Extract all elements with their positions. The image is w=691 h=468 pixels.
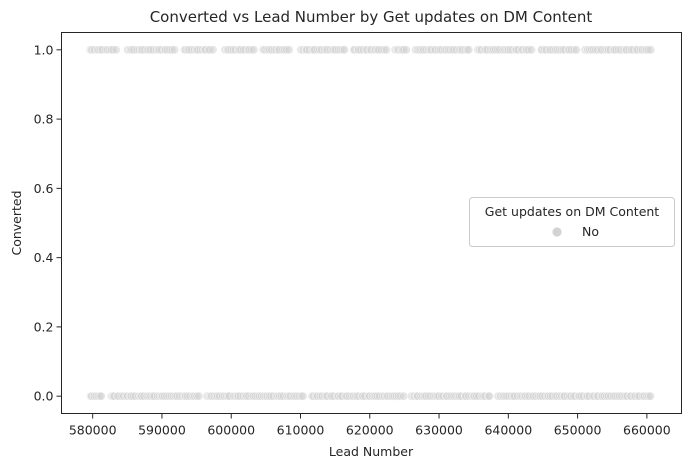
data-point [464,45,474,55]
data-point [249,45,259,55]
data-point [111,45,121,55]
data-point [339,45,349,55]
data-point [381,45,391,55]
y-tick-label: 0.0 [34,389,54,404]
data-point [484,391,494,401]
x-axis: 580000 590000 600000 610000 620000 630000 6400… [69,413,671,438]
y-tick-label: 1.0 [34,42,54,57]
plot-frame [61,32,682,414]
legend: Get updates on DM Content No [469,197,675,247]
x-tick-label: 620000 [346,423,394,438]
legend-entry-no: No [582,224,599,239]
y-tick-label: 0.2 [34,319,54,334]
x-axis-title: Lead Number [329,444,414,459]
y-tick-label: 0.4 [34,250,54,265]
x-tick-label: 640000 [484,423,532,438]
y-tick-label: 0.6 [34,181,54,196]
chart-title: Converted vs Lead Number by Get updates … [150,8,593,26]
data-point [645,391,655,401]
x-tick-label: 660000 [623,423,671,438]
data-point [284,45,294,55]
x-tick-label: 610000 [277,423,325,438]
data-point [194,391,204,401]
legend-title: Get updates on DM Content [485,204,660,219]
x-tick-label: 600000 [207,423,255,438]
data-point [401,45,411,55]
data-point [96,391,106,401]
data-point [208,45,218,55]
x-tick-label: 630000 [415,423,463,438]
x-tick-label: 590000 [138,423,186,438]
points-layer [85,45,656,401]
data-point [399,391,409,401]
x-tick-label: 650000 [554,423,602,438]
y-axis: 0.0 0.2 0.4 0.6 0.8 1.0 [34,42,62,404]
x-tick-label: 580000 [69,423,117,438]
y-tick-label: 0.8 [34,112,54,127]
data-point [298,391,308,401]
data-point [646,45,656,55]
data-point [571,45,581,55]
legend-marker-no [551,226,563,238]
data-point [170,45,179,55]
data-point [527,45,536,55]
legend-box [469,197,675,247]
y-axis-title: Converted [9,190,24,255]
